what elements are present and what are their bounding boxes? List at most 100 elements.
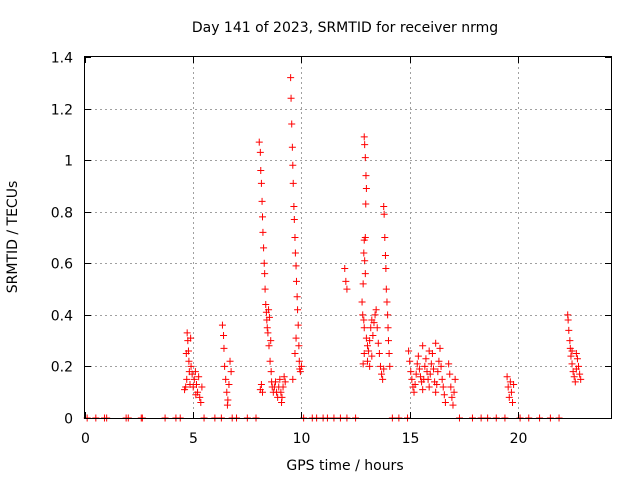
data-point xyxy=(568,360,576,368)
data-point xyxy=(196,393,204,401)
data-point xyxy=(368,352,376,360)
y-tick-label: 0.4 xyxy=(51,309,73,325)
data-point xyxy=(449,401,457,409)
data-point xyxy=(288,143,296,151)
data-point xyxy=(414,352,422,360)
data-point xyxy=(438,375,446,383)
data-point xyxy=(258,197,266,205)
data-point xyxy=(292,262,300,270)
data-point xyxy=(276,375,284,383)
data-point xyxy=(343,285,351,293)
data-point xyxy=(287,74,295,82)
data-point xyxy=(361,154,369,162)
data-point xyxy=(382,285,390,293)
data-point xyxy=(187,362,195,370)
data-point xyxy=(359,311,367,319)
data-point xyxy=(365,347,373,355)
data-point xyxy=(413,360,421,368)
data-point xyxy=(373,324,381,332)
data-point xyxy=(183,375,191,383)
data-point xyxy=(450,388,458,396)
data-point xyxy=(425,347,433,355)
data-point xyxy=(292,334,300,342)
y-tick-label: 0.6 xyxy=(51,257,73,273)
data-point xyxy=(386,362,394,370)
data-point xyxy=(266,357,274,365)
data-point xyxy=(267,368,275,376)
data-point xyxy=(570,373,578,381)
data-point xyxy=(370,319,378,327)
data-point xyxy=(278,399,286,407)
data-point xyxy=(369,331,377,339)
data-point xyxy=(290,203,298,211)
data-point xyxy=(267,337,275,345)
x-axis-label: GPS time / hours xyxy=(286,458,403,474)
data-point xyxy=(362,185,370,193)
data-point xyxy=(372,306,380,314)
data-point xyxy=(408,375,416,383)
data-point xyxy=(198,383,206,391)
x-tick-label: 0 xyxy=(81,431,90,447)
data-point xyxy=(183,329,191,337)
data-point xyxy=(360,236,368,244)
data-point xyxy=(411,380,419,388)
data-point xyxy=(294,321,302,329)
data-point xyxy=(363,357,371,365)
data-point xyxy=(222,375,230,383)
plot-frame xyxy=(84,56,612,419)
data-point xyxy=(439,383,447,391)
data-point xyxy=(259,228,267,236)
data-point xyxy=(260,259,268,267)
data-point xyxy=(289,179,297,187)
data-point xyxy=(572,350,580,358)
data-point xyxy=(385,350,393,358)
data-point xyxy=(424,375,432,383)
data-point xyxy=(192,391,200,399)
data-point xyxy=(296,368,304,376)
data-point xyxy=(503,373,511,381)
x-tick-label: 20 xyxy=(510,431,528,447)
data-point xyxy=(192,380,200,388)
data-point xyxy=(371,311,379,319)
data-point xyxy=(359,280,367,288)
data-point xyxy=(261,285,269,293)
data-point xyxy=(258,213,266,221)
data-point xyxy=(291,234,299,241)
data-point xyxy=(195,373,203,381)
data-point xyxy=(410,388,418,396)
data-point xyxy=(265,313,273,321)
ticks-layer: 0 0.2 0.4 0.6 0.8 1 1.2 1.4 0 5 10 15 20 xyxy=(51,51,611,447)
data-point xyxy=(197,399,205,407)
data-point xyxy=(433,380,441,388)
data-point xyxy=(441,399,449,407)
data-point xyxy=(415,365,423,373)
data-point xyxy=(564,316,572,324)
data-point xyxy=(437,362,445,370)
data-point xyxy=(360,133,368,141)
data-point xyxy=(381,234,389,241)
data-point xyxy=(384,324,392,332)
data-point xyxy=(287,94,295,102)
data-point xyxy=(182,350,190,358)
data-point xyxy=(573,355,581,363)
y-tick-label: 1 xyxy=(64,154,73,170)
data-point xyxy=(362,172,370,180)
data-point xyxy=(290,215,298,223)
data-point xyxy=(571,378,579,386)
data-point xyxy=(220,331,228,339)
data-point xyxy=(383,298,391,306)
data-point xyxy=(257,380,265,388)
data-point xyxy=(504,383,512,391)
y-tick-label: 1.4 xyxy=(51,51,73,67)
data-point xyxy=(187,334,195,342)
data-point xyxy=(384,311,392,319)
data-point xyxy=(565,326,573,334)
data-point xyxy=(432,388,440,396)
data-point xyxy=(445,360,453,368)
data-point xyxy=(257,179,265,187)
data-point xyxy=(440,391,448,399)
data-point xyxy=(577,375,585,383)
data-point xyxy=(260,244,268,252)
data-point xyxy=(447,383,455,391)
